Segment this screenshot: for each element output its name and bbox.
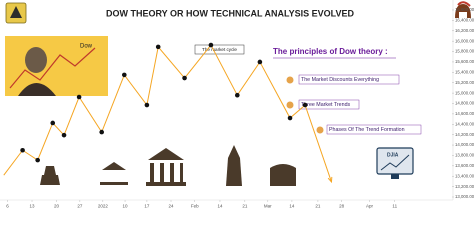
pivot-point (20, 147, 25, 153)
colosseum (270, 164, 296, 186)
pivot-point (50, 120, 56, 126)
pivot-point (235, 92, 240, 98)
principle-item: The Market Discounts Everything (301, 77, 379, 83)
portrait-body (18, 83, 56, 96)
x-tick-label: 14 (217, 204, 223, 209)
y-tick-label: 16,200.00 (455, 28, 474, 33)
pivot-point (76, 94, 82, 100)
temple (100, 162, 128, 185)
y-tick-label: 14,800.00 (455, 101, 474, 106)
pivot-point (61, 132, 67, 138)
monitor-line (380, 154, 410, 171)
y-tick-label: 16,400.00 (455, 18, 474, 23)
pivot-point (155, 44, 161, 50)
pivot-point (182, 75, 187, 81)
principle-item: Phases Of The Trend Formation (329, 127, 405, 133)
x-tick-label: 28 (339, 204, 345, 209)
chart-title: DOW THEORY OR HOW TECHNICAL ANALYSIS EVO… (106, 8, 355, 18)
portrait-label: Dow (80, 44, 93, 50)
y-tick-label: 13,000.00 (455, 194, 474, 199)
portrait-line (9, 47, 96, 89)
x-tick-label: Feb (191, 204, 199, 209)
y-tick-label: 14,000.00 (455, 142, 474, 147)
label-box (194, 44, 245, 55)
pyramid (40, 166, 60, 185)
y-tick-label: 15,800.00 (455, 49, 474, 54)
pivot-point (144, 102, 150, 108)
pivot-point (99, 129, 104, 135)
x-tick-label: 21 (242, 204, 248, 209)
arrow-head (327, 176, 333, 184)
item-box (298, 99, 360, 110)
y-tick-label: 13,800.00 (455, 153, 474, 158)
chart: DOW THEORY OR HOW TECHNICAL ANALYSIS EVO… (0, 0, 474, 209)
pivot-point (208, 42, 214, 48)
y-tick-label: 15,200.00 (455, 80, 474, 85)
parthenon (146, 148, 186, 186)
x-tick-label: 24 (168, 204, 174, 209)
annotation: The market cycle (202, 47, 237, 52)
y-tick-label: 13,200.00 (455, 184, 474, 189)
y-tick-label: 15,400.00 (455, 69, 474, 74)
helmet-icon (455, 4, 471, 18)
logo-icon (10, 6, 22, 18)
building-icons (40, 145, 296, 186)
y-tick-label: 14,600.00 (455, 111, 474, 116)
helmet-crest (457, 1, 471, 7)
pivot-point (302, 102, 308, 108)
pivot-point (287, 115, 293, 121)
y-tick-label: 15,600.00 (455, 59, 474, 64)
y-tick-label: 13,400.00 (455, 173, 474, 178)
monitor-stand (391, 174, 399, 179)
item-box (298, 74, 400, 85)
pivot-point (122, 72, 127, 78)
y-tick-label: 14,200.00 (455, 132, 474, 137)
principle-item: Three Market Trends (301, 102, 351, 108)
bullet (316, 126, 324, 134)
portrait-head (25, 47, 47, 73)
x-tick-label: Mar (264, 204, 272, 209)
item-box (326, 124, 422, 135)
x-tick-label: 13 (30, 204, 36, 209)
bullet (286, 76, 294, 84)
portrait-frame (5, 36, 108, 96)
y-tick-label: 16,600.00 (455, 7, 474, 12)
x-tick-label: 10 (123, 204, 129, 209)
x-tick-label: 6 (6, 204, 9, 209)
bullet (286, 101, 294, 109)
y-tick-label: 16,000.00 (455, 38, 474, 43)
x-tick-label: 27 (77, 204, 83, 209)
x-tick-label: 11 (392, 204, 397, 209)
monitor-label: DJIA (387, 152, 399, 158)
x-tick-label: 21 (315, 204, 321, 209)
y-tick-label: 14,400.00 (455, 121, 474, 126)
principles-title: The principles of Dow theory : (273, 47, 388, 56)
x-tick-label: 2022 (98, 204, 109, 209)
y-tick-label: 15,000.00 (455, 90, 474, 95)
x-tick-label: 14 (289, 204, 295, 209)
y-tick-label: 13,600.00 (455, 163, 474, 168)
pivot-point (35, 157, 40, 163)
x-tick-label: 20 (54, 204, 60, 209)
tower (226, 145, 242, 186)
x-tick-label: Apr (366, 204, 374, 209)
x-tick-label: 17 (144, 204, 150, 209)
pivot-point (257, 59, 263, 65)
